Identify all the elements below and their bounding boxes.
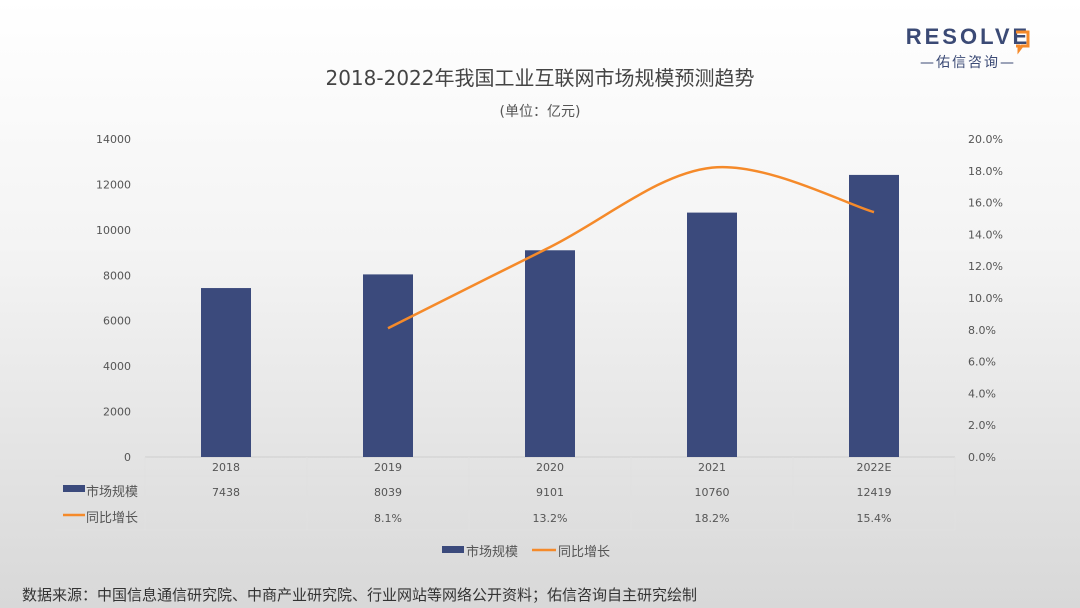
bar — [201, 288, 251, 457]
table-series-label: 市场规模 — [86, 484, 138, 500]
table-value-market-size: 9101 — [536, 486, 564, 499]
legend-bar-key — [442, 546, 464, 553]
table-value-growth: 18.2% — [695, 512, 730, 525]
right-axis-tick: 12.0% — [968, 260, 1003, 273]
x-axis-label: 2019 — [374, 461, 402, 474]
x-axis-label: 2020 — [536, 461, 564, 474]
table-value-growth: 8.1% — [374, 512, 402, 525]
bar — [849, 174, 899, 457]
source-note: 数据来源：中国信息通信研究院、中商产业研究院、行业网站等网络公开资料；佑信咨询自… — [22, 586, 698, 604]
right-axis-tick: 14.0% — [968, 228, 1003, 241]
table-series-label: 同比增长 — [86, 511, 138, 526]
right-axis-tick: 6.0% — [968, 356, 996, 369]
chart-title: 2018-2022年我国工业互联网市场规模预测趋势 — [325, 66, 755, 90]
logo-subtext: —佑信咨询— — [920, 55, 1016, 71]
table-value-market-size: 8039 — [374, 486, 402, 499]
legend-label: 同比增长 — [558, 545, 610, 560]
bar — [525, 250, 575, 457]
growth-line — [387, 165, 875, 330]
right-axis-tick: 2.0% — [968, 419, 996, 432]
left-axis-tick: 0 — [124, 451, 131, 464]
left-axis-tick: 2000 — [103, 406, 131, 419]
left-axis-tick: 8000 — [103, 269, 131, 282]
logo: RESOLVE —佑信咨询— — [893, 24, 1043, 72]
table-value-growth: 15.4% — [857, 512, 892, 525]
right-axis-tick: 4.0% — [968, 387, 996, 400]
bar — [687, 212, 737, 457]
x-axis-label: 2018 — [212, 461, 240, 474]
left-axis-tick: 4000 — [103, 360, 131, 373]
table-value-growth: 13.2% — [533, 512, 568, 525]
left-axis-tick: 10000 — [96, 224, 131, 237]
left-axis-tick: 12000 — [96, 178, 131, 191]
legend-label: 市场规模 — [466, 544, 518, 560]
left-axis-tick: 14000 — [96, 133, 131, 146]
right-axis-tick: 18.0% — [968, 165, 1003, 178]
bar — [363, 274, 413, 457]
x-axis-label: 2021 — [698, 461, 726, 474]
right-axis-tick: 20.0% — [968, 133, 1003, 146]
right-axis-tick: 8.0% — [968, 324, 996, 337]
right-axis-tick: 0.0% — [968, 451, 996, 464]
table-value-market-size: 10760 — [695, 486, 730, 499]
table-value-market-size: 7438 — [212, 486, 240, 499]
table-legend-bar-key — [63, 485, 85, 492]
left-axis-tick: 6000 — [103, 315, 131, 328]
right-axis-tick: 16.0% — [968, 197, 1003, 210]
chart-subtitle: (单位：亿元) — [499, 104, 581, 120]
x-axis-label: 2022E — [857, 461, 892, 474]
table-value-market-size: 12419 — [857, 486, 892, 499]
logo-bubble-icon — [1016, 30, 1030, 55]
logo-text: RESOLVE — [905, 24, 1031, 49]
right-axis-tick: 10.0% — [968, 292, 1003, 305]
